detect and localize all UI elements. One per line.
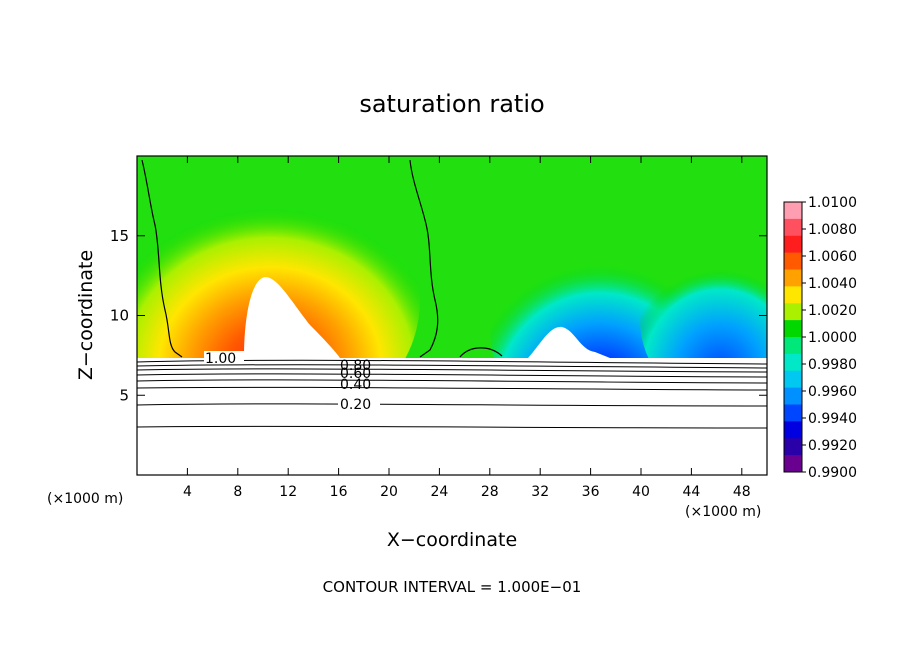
colorbar-segment — [784, 353, 802, 372]
x-tick-label: 32 — [531, 484, 549, 500]
x-tick-label: 28 — [481, 484, 499, 500]
plot-area — [137, 156, 767, 475]
supersaturated-core — [244, 277, 340, 358]
x-unit-right: (×1000 m) — [685, 504, 761, 520]
colorbar-segment — [784, 202, 802, 220]
contour-one-bump — [459, 347, 503, 358]
colorbar-segment — [784, 286, 802, 304]
contour-one-east — [409, 159, 439, 358]
colorbar-label: 1.0020 — [808, 303, 857, 319]
contour-one-west — [141, 159, 183, 358]
contour-label-0-80: 0.80 — [340, 358, 371, 374]
x-tick-label: 4 — [183, 484, 192, 500]
x-unit-left: (×1000 m) — [47, 491, 123, 507]
colorbar-label: 0.9940 — [808, 411, 857, 427]
colorbar-segment — [784, 269, 802, 287]
colorbar-segment — [784, 421, 802, 439]
colorbar-segment — [784, 455, 802, 473]
colorbar-label: 0.9900 — [808, 465, 857, 481]
colorbar-segment — [784, 370, 802, 389]
colorbar-label: 0.9960 — [808, 384, 857, 400]
y-tick-label: 15 — [110, 227, 129, 245]
contour-label-0-20: 0.20 — [340, 397, 371, 413]
x-tick-label: 16 — [330, 484, 348, 500]
x-tick-label: 36 — [582, 484, 600, 500]
colorbar-label: 1.0000 — [808, 330, 857, 346]
colorbar-segment — [784, 303, 802, 321]
colorbar-segment — [784, 218, 802, 237]
contour-label-1-00: 1.00 — [205, 351, 236, 367]
contour-label-0-40: 0.40 — [340, 377, 371, 393]
x-axis-label: X−coordinate — [387, 529, 517, 551]
x-tick-label: 44 — [682, 484, 700, 500]
contour-labels: 1.00 0.80 0.60 0.40 0.20 — [204, 351, 380, 413]
x-tick-label: 20 — [380, 484, 398, 500]
x-tick-label: 40 — [632, 484, 650, 500]
x-tick-label: 8 — [233, 484, 242, 500]
y-axis-label: Z−coordinate — [75, 250, 97, 380]
colorbar: 1.0100 1.0080 1.0060 1.0040 1.0020 1.0000 0.99… — [783, 195, 857, 481]
colorbar-label: 1.0080 — [808, 222, 857, 238]
colorbar-segment — [784, 387, 802, 405]
colorbar-label: 0.9920 — [808, 438, 857, 454]
cloud-top-notch — [528, 326, 610, 358]
below-cloud-base — [137, 358, 767, 475]
colorbar-segment — [784, 337, 802, 355]
y-tick-label: 5 — [119, 386, 129, 404]
colorbar-segment — [784, 404, 802, 422]
x-axis-ticks: 4 8 12 16 20 24 28 32 36 40 44 48 — [183, 156, 751, 500]
colorbar-label: 1.0060 — [808, 249, 857, 265]
colorbar-segment — [784, 320, 802, 338]
colorbar-segment — [784, 235, 802, 254]
colorbar-label: 0.9980 — [808, 357, 857, 373]
chart-title: saturation ratio — [359, 90, 544, 118]
contour-label-0-60: 0.60 — [340, 366, 371, 382]
x-tick-label: 24 — [430, 484, 448, 500]
colorbar-segment — [784, 438, 802, 456]
colorbar-label: 1.0100 — [808, 195, 857, 211]
y-tick-label: 10 — [110, 307, 129, 325]
colorbar-segment — [784, 252, 802, 270]
contour-interval-note: CONTOUR INTERVAL = 1.000E−01 — [323, 578, 582, 596]
x-tick-label: 12 — [279, 484, 297, 500]
x-tick-label: 48 — [733, 484, 751, 500]
colorbar-label: 1.0040 — [808, 276, 857, 292]
y-axis-ticks: 5 10 15 — [110, 227, 767, 404]
